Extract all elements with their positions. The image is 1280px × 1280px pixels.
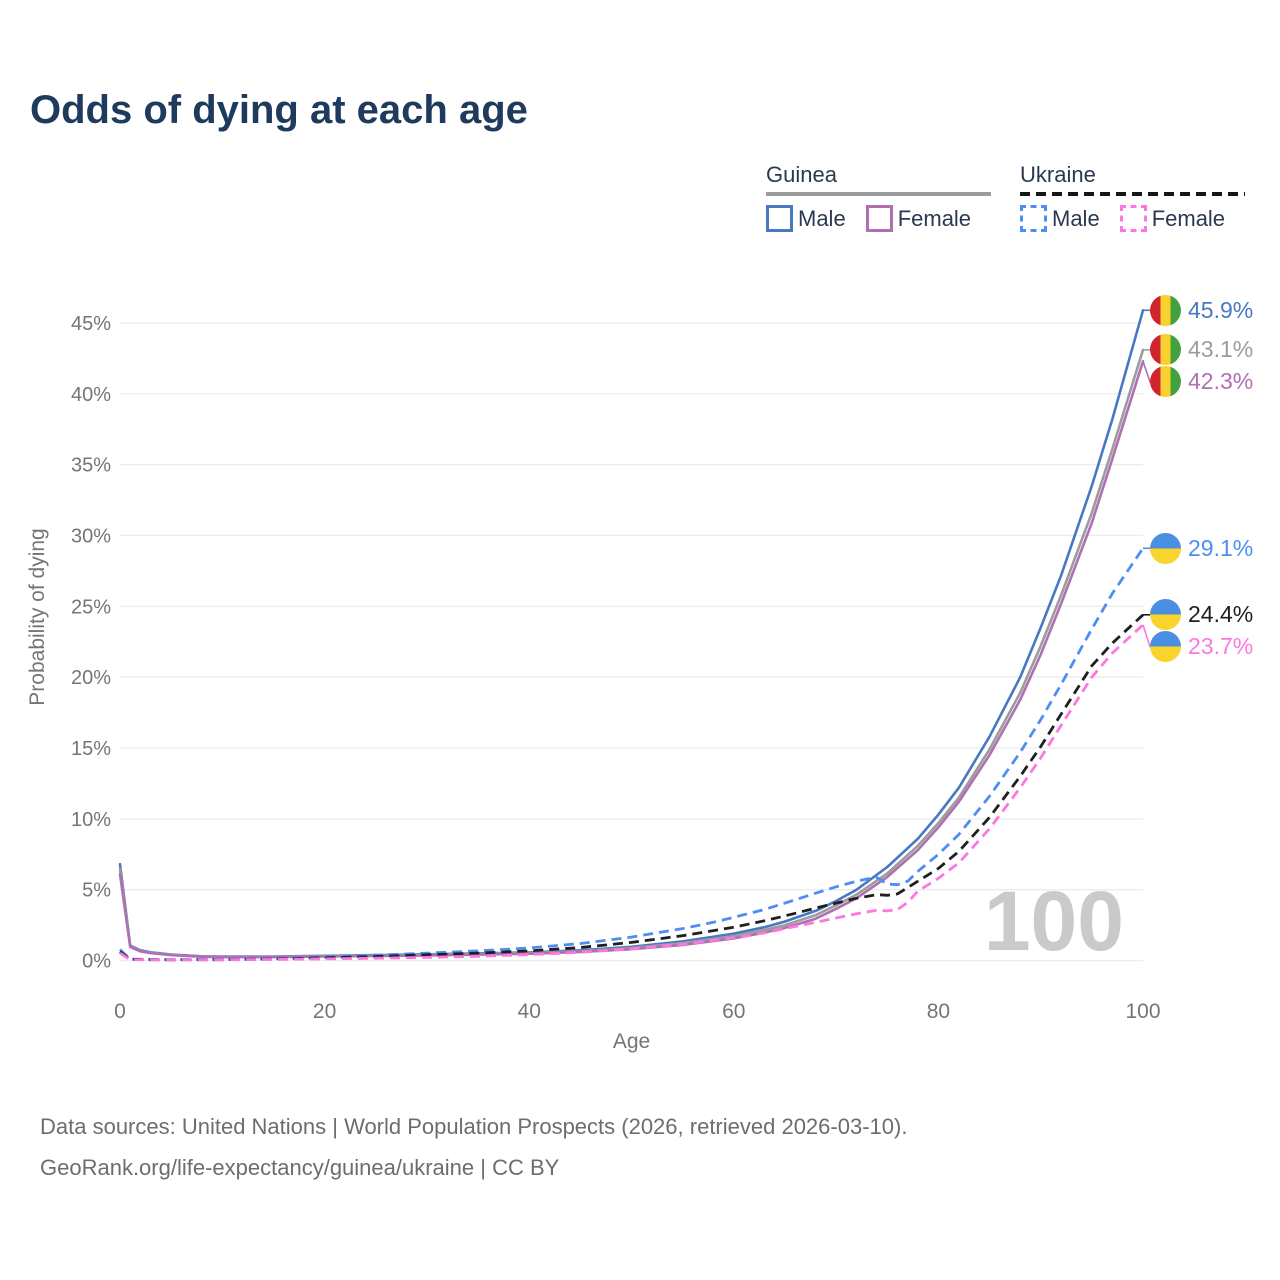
watermark-age: 100 (984, 874, 1124, 968)
guinea-flag-icon (1150, 366, 1181, 398)
y-tick-label: 0% (82, 951, 111, 973)
end-label-value: 45.9% (1188, 296, 1254, 323)
legend-group-title-ukraine: Ukraine (1020, 162, 1096, 187)
y-tick-label: 10% (71, 809, 111, 831)
y-tick-label: 25% (71, 596, 111, 618)
legend-item-guinea-female[interactable]: Female (865, 205, 972, 232)
end-label-ukraine-female: 23.7% (1150, 631, 1253, 663)
end-label-value: 23.7% (1188, 633, 1254, 660)
end-label-ukraine-both: 24.4% (1150, 599, 1253, 631)
legend-item-ukraine-female[interactable]: Female (1119, 205, 1226, 232)
x-tick-label: 60 (722, 1000, 745, 1023)
x-tick-label: 20 (313, 1000, 336, 1023)
x-axis-title: Age (613, 1030, 650, 1053)
ukraine-flag-icon (1150, 631, 1181, 663)
legend-item-label: Female (897, 205, 972, 231)
end-label-value: 42.3% (1188, 368, 1254, 395)
legend-item-label: Male (798, 205, 846, 231)
page-title: Odds of dying at each age (30, 88, 528, 132)
ukraine-dashed-line-sample-icon (1020, 192, 1246, 196)
x-tick-label: 40 (518, 1000, 541, 1023)
y-tick-label: 20% (71, 667, 111, 689)
end-label-guinea-female: 42.3% (1150, 366, 1253, 398)
legend-item-label: Male (1052, 205, 1100, 231)
x-tick-label: 0 (114, 1000, 126, 1023)
end-label-ukraine-male: 29.1% (1150, 532, 1253, 564)
guinea-flag-icon (1150, 294, 1181, 326)
y-tick-label: 15% (71, 738, 111, 760)
footer: Data sources: United Nations | World Pop… (40, 1106, 907, 1188)
legend-group-ukraine: Ukraine Male Female (1020, 162, 1246, 232)
guinea-male-swatch-icon (766, 205, 793, 232)
ukraine-male-swatch-icon (1020, 205, 1047, 232)
attribution-text: GeoRank.org/life-expectancy/guinea/ukrai… (40, 1155, 560, 1180)
guinea-female-swatch-icon (865, 205, 893, 232)
legend-group-title-guinea: Guinea (766, 162, 837, 187)
y-axis-title: Probability of dying (26, 528, 49, 705)
series-line-guinea-female[interactable] (118, 359, 1145, 959)
x-tick-label: 80 (927, 1000, 950, 1023)
legend-item-guinea-male[interactable]: Male (766, 205, 846, 232)
series-line-guinea-both[interactable] (118, 348, 1145, 959)
end-label-value: 24.4% (1188, 601, 1254, 628)
series-line-guinea-male[interactable] (118, 308, 1145, 958)
x-tick-label: 100 (1125, 1000, 1160, 1023)
y-tick-label: 5% (82, 880, 111, 902)
ukraine-flag-icon (1150, 532, 1181, 564)
end-label-value: 43.1% (1188, 336, 1254, 363)
ukraine-flag-icon (1150, 599, 1181, 631)
guinea-solid-line-sample-icon (766, 192, 992, 196)
guinea-flag-icon (1150, 334, 1181, 366)
legend-item-ukraine-male[interactable]: Male (1020, 205, 1100, 232)
end-label-guinea-both: 43.1% (1150, 334, 1253, 366)
legend-item-label: Female (1151, 205, 1226, 231)
legend-group-guinea: Guinea Male Female (766, 162, 992, 232)
ukraine-female-swatch-icon (1119, 205, 1147, 232)
y-tick-label: 30% (71, 526, 111, 548)
data-sources-text: Data sources: United Nations | World Pop… (40, 1114, 908, 1139)
end-label-value: 29.1% (1188, 534, 1254, 561)
y-tick-label: 40% (71, 384, 111, 406)
y-tick-label: 35% (71, 455, 111, 477)
series-line-ukraine-female[interactable] (119, 623, 1144, 962)
chart-canvas: 0% 5% 10% 15% 20% 25% 30% 35% 40% 45% 0 20 40 60 80 100… (26, 308, 1161, 1053)
y-tick-label: 45% (71, 313, 111, 335)
end-label-guinea-male: 45.9% (1150, 294, 1253, 326)
